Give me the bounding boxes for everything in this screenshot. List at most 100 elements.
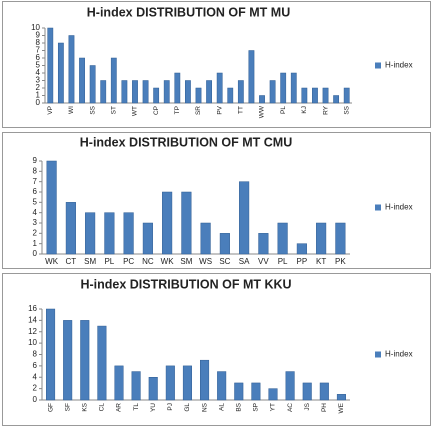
bar (219, 233, 230, 255)
bar (216, 72, 223, 104)
legend-label: H-index (385, 203, 413, 212)
bar (182, 365, 192, 401)
bar (239, 181, 250, 255)
x-tick-label: TL (133, 403, 140, 411)
y-tick-label: 6 (36, 53, 41, 62)
x-tick-label: YT (270, 403, 277, 411)
bar (280, 72, 287, 104)
y-tick-label: 2 (33, 228, 38, 237)
y-tick-label: 12 (28, 327, 37, 336)
x-tick-label: WE (338, 402, 345, 413)
x-tick-label: PL (278, 257, 288, 266)
x-tick-label: KJ (301, 106, 308, 114)
bar (47, 27, 54, 104)
bar (319, 382, 329, 401)
x-tick-label: CP (153, 106, 160, 115)
x-tick-label: YU (150, 403, 157, 412)
x-tick-label: SS (343, 105, 350, 114)
x-tick-label: CT (66, 257, 77, 266)
y-tick-label: 10 (31, 23, 40, 32)
y-tick-label: 0 (33, 395, 38, 404)
bar (251, 382, 261, 401)
x-tick-label: SM (180, 257, 192, 266)
x-tick-label: PJ (167, 403, 174, 411)
x-tick-label: GF (47, 403, 54, 412)
legend-label: H-index (385, 61, 413, 70)
x-tick-label: KS (81, 402, 88, 411)
y-tick-label: 6 (33, 361, 38, 370)
x-tick-label: PH (321, 403, 328, 412)
x-tick-label: VV (258, 257, 269, 266)
bar (57, 42, 64, 104)
bar (153, 87, 160, 104)
bar (336, 394, 346, 401)
bar (148, 377, 158, 401)
y-tick-label: 9 (36, 31, 41, 40)
bar (195, 87, 202, 104)
x-tick-label: VP (47, 106, 54, 115)
chart-title: H-index DISTRIBUTION OF MT KKU (80, 277, 291, 291)
bar (285, 371, 295, 401)
bar (322, 87, 329, 104)
legend-swatch (375, 62, 381, 69)
bar (46, 160, 57, 255)
x-tick-label: WI (68, 106, 75, 114)
legend-swatch (375, 351, 381, 358)
y-tick-label: 6 (33, 187, 38, 196)
y-tick-label: 1 (36, 91, 41, 100)
x-tick-label: PP (297, 257, 308, 266)
x-tick-label: JS (304, 402, 311, 410)
x-tick-label: CL (99, 403, 106, 412)
x-tick-label: WK (45, 257, 59, 266)
x-tick-label: WS (199, 257, 212, 266)
bar (333, 95, 340, 104)
bar (46, 308, 56, 401)
x-tick-label: SM (84, 257, 96, 266)
legend-swatch (375, 204, 381, 211)
bar (79, 57, 85, 104)
x-tick-label: SF (64, 403, 71, 411)
bar (269, 80, 276, 104)
y-tick-label: 7 (33, 177, 38, 186)
x-tick-label: KT (316, 257, 326, 266)
x-tick-label: SC (219, 257, 230, 266)
bar (301, 87, 308, 104)
bar (174, 72, 181, 104)
x-tick-label: WT (132, 106, 139, 116)
x-tick-label: NS (201, 402, 208, 412)
x-tick-label: BS (235, 402, 242, 411)
x-tick-label: SA (239, 257, 250, 266)
bar (165, 365, 175, 401)
bar (296, 243, 307, 255)
y-tick-label: 8 (36, 38, 41, 47)
y-tick-label: 7 (36, 46, 41, 55)
bar (335, 222, 346, 255)
bar (132, 80, 138, 104)
bar (217, 371, 227, 401)
x-tick-label: NC (142, 257, 154, 266)
y-tick-label: 0 (33, 249, 38, 258)
x-tick-label: WK (161, 257, 175, 266)
y-tick-label: 10 (28, 338, 37, 347)
bar (259, 95, 265, 104)
y-tick-label: 4 (36, 68, 41, 77)
y-tick-label: 2 (36, 83, 41, 92)
bar (97, 325, 107, 401)
bar (185, 80, 191, 104)
bar (343, 87, 350, 104)
bar (162, 191, 173, 255)
bar (68, 35, 75, 104)
bar (131, 371, 141, 401)
x-tick-label: AL (218, 403, 225, 411)
bar (100, 80, 107, 104)
bar (316, 222, 327, 255)
x-tick-label: AC (287, 403, 294, 412)
y-tick-label: 14 (28, 315, 37, 324)
x-tick-label: TP (174, 106, 181, 114)
bar (121, 80, 128, 104)
bar (163, 80, 170, 104)
bar (248, 50, 255, 104)
y-tick-label: 8 (33, 166, 38, 175)
bar (312, 87, 318, 104)
